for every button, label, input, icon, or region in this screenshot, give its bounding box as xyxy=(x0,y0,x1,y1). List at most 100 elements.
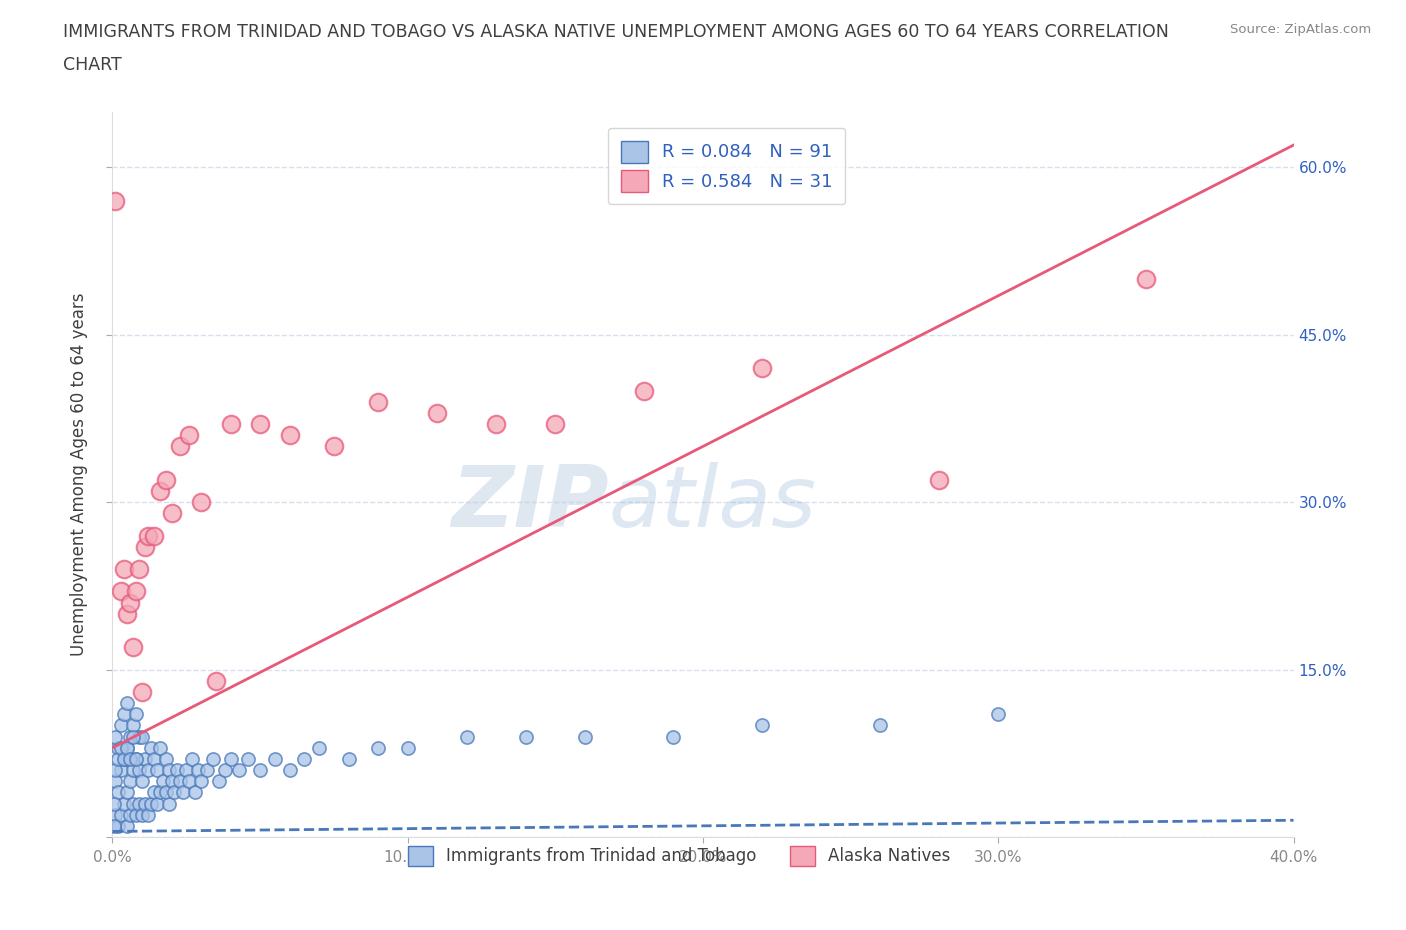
Point xyxy=(107,785,129,800)
Point xyxy=(136,528,159,543)
Point xyxy=(166,763,188,777)
Text: IMMIGRANTS FROM TRINIDAD AND TOBAGO VS ALASKA NATIVE UNEMPLOYMENT AMONG AGES 60 : IMMIGRANTS FROM TRINIDAD AND TOBAGO VS A… xyxy=(63,23,1170,41)
Point xyxy=(131,774,153,789)
Point xyxy=(122,729,145,744)
Point xyxy=(128,796,150,811)
Point xyxy=(337,751,360,766)
Point xyxy=(249,763,271,777)
Point xyxy=(157,796,180,811)
Point xyxy=(131,684,153,699)
Point xyxy=(205,673,228,688)
Point xyxy=(201,751,224,766)
Point xyxy=(662,729,685,744)
Point xyxy=(456,729,478,744)
Point xyxy=(125,707,148,722)
Legend: Immigrants from Trinidad and Tobago, Alaska Natives: Immigrants from Trinidad and Tobago, Ala… xyxy=(395,832,965,880)
Point xyxy=(128,729,150,744)
Point xyxy=(112,707,135,722)
Point xyxy=(869,718,891,733)
Point xyxy=(136,807,159,822)
Point xyxy=(174,763,197,777)
Point xyxy=(146,763,169,777)
Point xyxy=(155,751,177,766)
Point xyxy=(485,417,508,432)
Point xyxy=(751,718,773,733)
Point xyxy=(181,751,204,766)
Point xyxy=(987,707,1010,722)
Point xyxy=(120,729,142,744)
Point xyxy=(249,417,271,432)
Point xyxy=(112,751,135,766)
Point xyxy=(195,763,218,777)
Point xyxy=(160,506,183,521)
Point xyxy=(187,763,209,777)
Point xyxy=(928,472,950,487)
Point xyxy=(190,774,212,789)
Point xyxy=(125,751,148,766)
Point xyxy=(264,751,287,766)
Point xyxy=(219,751,242,766)
Point xyxy=(190,495,212,510)
Point xyxy=(134,751,156,766)
Point xyxy=(131,807,153,822)
Point xyxy=(122,640,145,655)
Point xyxy=(110,763,132,777)
Point xyxy=(139,796,162,811)
Point xyxy=(169,774,191,789)
Point xyxy=(125,807,148,822)
Point xyxy=(155,472,177,487)
Point xyxy=(396,740,419,755)
Point xyxy=(136,763,159,777)
Point xyxy=(544,417,567,432)
Point xyxy=(117,785,138,800)
Text: CHART: CHART xyxy=(63,56,122,73)
Point xyxy=(149,785,172,800)
Point xyxy=(214,763,236,777)
Point xyxy=(142,751,165,766)
Point xyxy=(323,439,346,454)
Point xyxy=(125,751,148,766)
Point xyxy=(122,763,145,777)
Text: atlas: atlas xyxy=(609,462,817,545)
Point xyxy=(1135,272,1157,286)
Point xyxy=(134,539,156,554)
Point xyxy=(110,740,132,755)
Point xyxy=(125,584,148,599)
Point xyxy=(367,740,389,755)
Point xyxy=(179,428,201,443)
Point xyxy=(169,439,191,454)
Text: Source: ZipAtlas.com: Source: ZipAtlas.com xyxy=(1230,23,1371,36)
Point xyxy=(152,774,174,789)
Point xyxy=(219,417,242,432)
Point xyxy=(128,763,150,777)
Point xyxy=(117,740,138,755)
Point xyxy=(367,394,389,409)
Point xyxy=(574,729,596,744)
Text: ZIP: ZIP xyxy=(451,462,609,545)
Point xyxy=(134,796,156,811)
Point xyxy=(142,785,165,800)
Point xyxy=(104,774,127,789)
Point xyxy=(110,807,132,822)
Y-axis label: Unemployment Among Ages 60 to 64 years: Unemployment Among Ages 60 to 64 years xyxy=(70,293,89,656)
Point xyxy=(751,361,773,376)
Point xyxy=(139,740,162,755)
Point xyxy=(110,718,132,733)
Point xyxy=(107,751,129,766)
Point xyxy=(163,785,186,800)
Point xyxy=(633,383,655,398)
Point xyxy=(208,774,231,789)
Point xyxy=(112,562,135,577)
Point xyxy=(117,606,138,621)
Point xyxy=(107,818,129,833)
Point xyxy=(228,763,250,777)
Point xyxy=(103,796,125,811)
Point xyxy=(120,807,142,822)
Point xyxy=(122,718,145,733)
Point xyxy=(131,729,153,744)
Point xyxy=(104,763,127,777)
Point xyxy=(155,785,177,800)
Point xyxy=(426,405,449,420)
Point xyxy=(146,796,169,811)
Point xyxy=(278,763,301,777)
